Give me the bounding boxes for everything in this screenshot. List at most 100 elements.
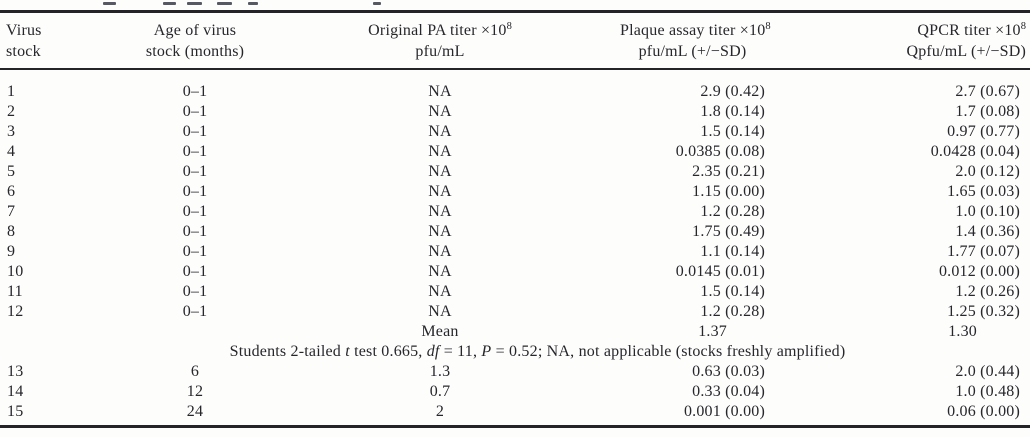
stats-df-symbol: df (426, 343, 440, 360)
cell-pa-titer: 2 (435, 403, 445, 420)
cell-plaque-titer: 1.8 (0.14) (700, 103, 765, 120)
table-row: 8 0–1 NA 1.75 (0.49) 1.4 (0.36) (0, 222, 1030, 242)
stats-text: = 11, (439, 343, 482, 360)
col-header-age: Age of virus stock (months) (90, 12, 300, 70)
cell-virus-stock: 5 (7, 163, 16, 180)
cell-pa-titer: NA (428, 263, 452, 280)
cell-pa-titer: 0.7 (429, 383, 451, 400)
stats-text: Students 2-tailed (229, 343, 346, 360)
cell-qpcr-titer: 1.25 (0.32) (947, 303, 1020, 320)
table-row: 5 0–1 NA 2.35 (0.21) 2.0 (0.12) (0, 162, 1030, 182)
cell-virus-stock: 9 (7, 243, 16, 260)
stats-text: test 0.665, (349, 343, 427, 360)
stats-text: = 0.52; NA, not applicable (stocks fresh… (491, 343, 846, 360)
cell-qpcr-titer: 1.7 (0.08) (955, 103, 1020, 120)
table-row: 6 0–1 NA 1.15 (0.00) 1.65 (0.03) (0, 182, 1030, 202)
header-line1: Virus (6, 22, 42, 39)
table-row: 12 0–1 NA 1.2 (0.28) 1.25 (0.32) (0, 302, 1030, 322)
cell-pa-titer: 1.3 (429, 363, 451, 380)
cell-qpcr-titer: 1.77 (0.07) (947, 243, 1020, 260)
cell-pa-titer: NA (428, 183, 452, 200)
cell-plaque-titer: 0.0145 (0.01) (675, 263, 765, 280)
stats-note: Students 2-tailed t test 0.665, df = 11,… (0, 342, 1030, 362)
cell-age: 0–1 (182, 243, 208, 260)
cell-qpcr-titer: 0.0428 (0.04) (930, 143, 1020, 160)
cell-qpcr-titer: 2.7 (0.67) (955, 83, 1020, 100)
cell-virus-stock: 10 (7, 263, 24, 280)
cell-pa-titer: NA (428, 143, 452, 160)
header-line2: Qpfu/mL (+/−SD) (906, 43, 1026, 60)
header-row: Virus stock Age of virus stock (months) … (0, 12, 1030, 70)
table-row: 10 0–1 NA 0.0145 (0.01) 0.012 (0.00) (0, 262, 1030, 282)
cell-plaque-titer: 1.75 (0.49) (692, 223, 765, 240)
cell-age: 0–1 (182, 283, 208, 300)
header-line1: QPCR titer ×10 (917, 22, 1021, 39)
cell-qpcr-titer: 1.0 (0.48) (955, 383, 1020, 400)
col-header-qpcr-titer: QPCR titer ×108 Qpfu/mL (+/−SD) (780, 12, 1030, 70)
table-row: 15 24 2 0.001 (0.00) 0.06 (0.00) (0, 402, 1030, 427)
cell-empty (0, 322, 90, 342)
cell-pa-titer: NA (428, 123, 452, 140)
cell-virus-stock: 14 (7, 383, 24, 400)
cell-qpcr-titer: 2.0 (0.12) (955, 163, 1020, 180)
cell-plaque-titer: 1.15 (0.00) (692, 183, 765, 200)
header-line2: pfu/mL (+/−SD) (638, 43, 747, 60)
cell-qpcr-titer: 1.65 (0.03) (947, 183, 1020, 200)
virus-titer-table: Virus stock Age of virus stock (months) … (0, 10, 1030, 428)
cell-pa-titer: NA (428, 243, 452, 260)
cell-plaque-titer: 1.2 (0.28) (700, 203, 765, 220)
col-header-plaque-assay-titer: Plaque assay titer ×108 pfu/mL (+/−SD) (580, 12, 780, 70)
header-line2: pfu/mL (415, 43, 465, 60)
cell-age: 12 (186, 383, 204, 400)
mean-qpcr-value: 1.30 (948, 323, 977, 340)
cell-plaque-titer: 2.9 (0.42) (700, 83, 765, 100)
cell-age: 0–1 (182, 163, 208, 180)
table-row: 11 0–1 NA 1.5 (0.14) 1.2 (0.26) (0, 282, 1030, 302)
cell-pa-titer: NA (428, 163, 452, 180)
col-header-original-pa-titer: Original PA titer ×108 pfu/mL (300, 12, 580, 70)
cell-plaque-titer: 0.0385 (0.08) (675, 143, 765, 160)
header-line2: stock (months) (145, 43, 245, 60)
cell-age: 24 (186, 403, 204, 420)
cell-qpcr-titer: 1.4 (0.36) (955, 223, 1020, 240)
cell-virus-stock: 7 (7, 203, 16, 220)
cell-virus-stock: 11 (7, 283, 23, 300)
cell-age: 0–1 (182, 83, 208, 100)
cell-empty (90, 322, 300, 342)
cell-pa-titer: NA (428, 83, 452, 100)
cell-virus-stock: 2 (7, 103, 16, 120)
table-body: 1 0–1 NA 2.9 (0.42) 2.7 (0.67) 2 0–1 NA … (0, 69, 1030, 427)
cell-virus-stock: 13 (7, 363, 24, 380)
table-row: 3 0–1 NA 1.5 (0.14) 0.97 (0.77) (0, 122, 1030, 142)
cell-qpcr-titer: 0.012 (0.00) (938, 263, 1020, 280)
cell-qpcr-titer: 0.06 (0.00) (947, 403, 1020, 420)
cell-age: 0–1 (182, 123, 208, 140)
table-row: 2 0–1 NA 1.8 (0.14) 1.7 (0.08) (0, 102, 1030, 122)
cell-plaque-titer: 1.5 (0.14) (700, 283, 765, 300)
cell-virus-stock: 12 (7, 303, 24, 320)
cell-virus-stock: 1 (7, 83, 16, 100)
cell-qpcr-titer: 1.2 (0.26) (955, 283, 1020, 300)
table-row: 13 6 1.3 0.63 (0.03) 2.0 (0.44) (0, 362, 1030, 382)
cell-age: 6 (190, 363, 200, 380)
cell-age: 0–1 (182, 103, 208, 120)
cell-qpcr-titer: 0.97 (0.77) (947, 123, 1020, 140)
cell-age: 0–1 (182, 263, 208, 280)
cell-virus-stock: 6 (7, 183, 16, 200)
cell-age: 0–1 (182, 223, 208, 240)
cell-age: 0–1 (182, 203, 208, 220)
cell-plaque-titer: 0.63 (0.03) (692, 363, 765, 380)
cell-age: 0–1 (182, 143, 208, 160)
cell-pa-titer: NA (428, 203, 452, 220)
superscript: 8 (1020, 21, 1026, 32)
cell-virus-stock: 3 (7, 123, 16, 140)
col-header-virus-stock: Virus stock (0, 12, 90, 70)
header-line1: Age of virus (153, 22, 237, 39)
table-row: 9 0–1 NA 1.1 (0.14) 1.77 (0.07) (0, 242, 1030, 262)
cell-pa-titer: NA (428, 283, 452, 300)
table-row: 1 0–1 NA 2.9 (0.42) 2.7 (0.67) (0, 69, 1030, 102)
header-line2: stock (6, 43, 41, 60)
stats-p-symbol: P (481, 343, 492, 360)
cell-pa-titer: NA (428, 223, 452, 240)
stats-row: Students 2-tailed t test 0.665, df = 11,… (0, 342, 1030, 362)
